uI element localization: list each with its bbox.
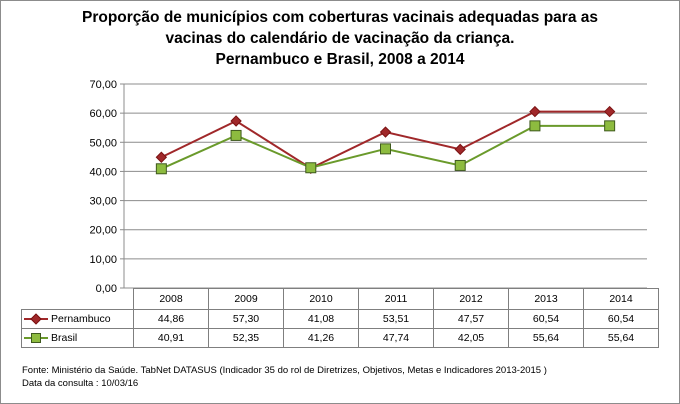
data-point-brasil [155,163,167,175]
series-line-pernambuco [160,110,610,170]
legend-cell-pernambuco: Pernambuco [21,309,134,329]
y-tick-label: 60,00 [89,108,117,120]
data-label-brasil: 47,74 [358,328,434,348]
consult-date: Data da consulta : 10/03/16 [22,378,139,389]
table-corner [21,288,134,310]
data-point-brasil [380,143,391,155]
y-tick-label: 20,00 [89,225,117,237]
data-point-pernambuco [379,126,392,138]
table-row-brasil: Brasil 40,91 52,35 41,26 47,74 42,05 55,64 55,… [21,328,659,348]
source-line: Fonte: Ministério da Saúde. TabNet DATAS… [22,365,547,376]
data-point-brasil [305,162,317,174]
data-point-brasil [230,129,242,141]
data-label-pernambuco: 41,08 [283,309,359,329]
legend-label-pernambuco: Pernambuco [51,313,111,325]
legend-cell-brasil: Brasil [21,328,134,348]
data-point-brasil [529,120,541,132]
data-label-pernambuco: 53,51 [358,309,434,329]
category-label: 2008 [133,288,209,310]
source-note: Fonte: Ministério da Saúde. TabNet DATAS… [22,364,547,390]
data-point-brasil [604,120,616,132]
data-point-pernambuco [155,151,168,163]
data-table: 2008 2009 2010 2011 2012 2013 2014 Pernambuco … [21,288,659,348]
category-label: 2010 [283,288,359,310]
y-tick-label: 30,00 [89,196,117,208]
y-tick-label: 40,00 [89,166,117,178]
data-label-brasil: 40,91 [133,328,209,348]
data-point-pernambuco [454,143,466,156]
data-label-pernambuco: 44,86 [133,309,209,329]
data-label-pernambuco: 60,54 [508,309,584,329]
category-label: 2013 [508,288,584,310]
category-label: 2011 [358,288,434,310]
data-label-brasil: 55,64 [583,328,659,348]
title-line-1: Proporção de municípios com coberturas v… [82,9,598,26]
legend-key-brasil [24,333,48,344]
data-label-pernambuco: 60,54 [583,309,659,329]
chart-title: Proporção de municípios com coberturas v… [1,7,679,70]
y-tick-label: 50,00 [89,137,117,149]
legend-label-brasil: Brasil [51,332,78,344]
title-line-3: Pernambuco e Brasil, 2008 a 2014 [215,51,465,68]
data-label-pernambuco: 57,30 [208,309,284,329]
category-label: 2012 [433,288,509,310]
y-tick-label: 10,00 [89,254,117,266]
data-point-pernambuco [603,105,616,118]
data-point-pernambuco [529,105,541,118]
data-label-brasil: 41,26 [283,328,359,348]
category-label: 2009 [208,288,284,310]
title-line-2: vacinas do calendário de vacinação da cr… [165,30,515,47]
category-label: 2014 [583,288,659,310]
data-label-brasil: 55,64 [508,328,584,348]
y-tick-label: 70,00 [89,79,117,91]
data-point-pernambuco [230,115,242,127]
data-label-brasil: 52,35 [208,328,284,348]
data-point-brasil [454,159,466,171]
data-label-pernambuco: 47,57 [433,309,509,329]
data-label-brasil: 42,05 [433,328,509,348]
table-row-pernambuco: Pernambuco 44,86 57,30 41,08 53,51 47,57 60,5… [21,309,659,329]
table-header-row: 2008 2009 2010 2011 2012 2013 2014 [21,288,659,310]
legend-key-pernambuco [24,313,48,325]
